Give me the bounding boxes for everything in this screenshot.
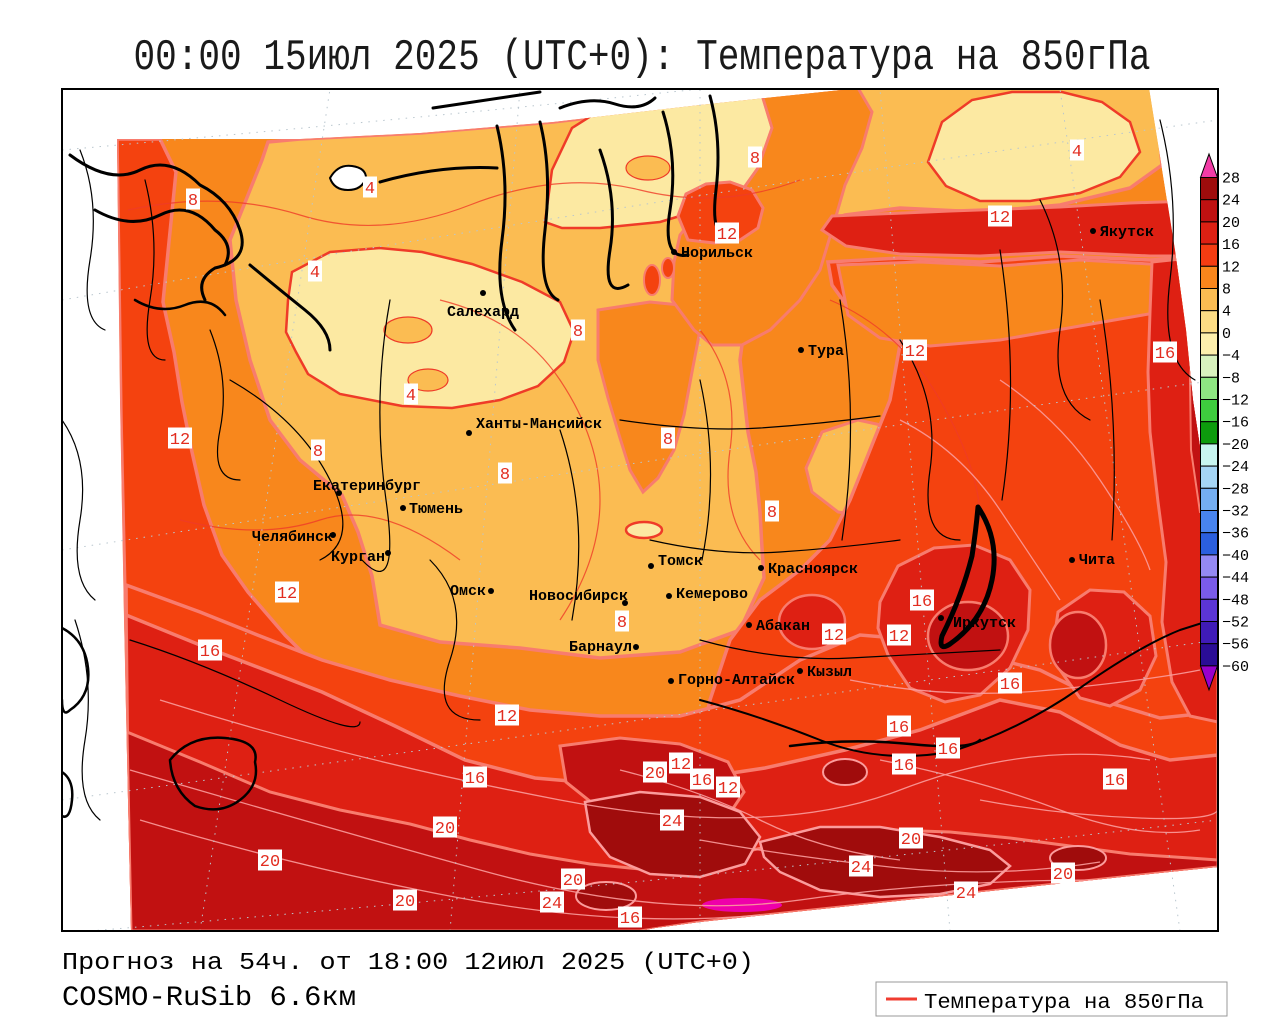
svg-text:−52: −52 (1222, 615, 1249, 632)
svg-text:16: 16 (200, 643, 220, 662)
svg-text:8: 8 (750, 150, 760, 169)
svg-text:Курган: Курган (331, 549, 385, 566)
svg-text:8: 8 (617, 614, 627, 633)
svg-text:12: 12 (717, 226, 737, 245)
svg-text:−32: −32 (1222, 504, 1249, 521)
svg-text:COSMO-RuSib 6.6км: COSMO-RuSib 6.6км (62, 983, 356, 1014)
svg-text:28: 28 (1222, 171, 1240, 188)
svg-text:12: 12 (497, 708, 517, 727)
svg-text:20: 20 (563, 872, 583, 891)
svg-text:8: 8 (573, 323, 583, 342)
svg-text:−40: −40 (1222, 548, 1249, 565)
svg-text:Салехард: Салехард (447, 304, 519, 321)
svg-text:Омск: Омск (450, 583, 486, 600)
svg-text:4: 4 (365, 180, 375, 199)
svg-text:16: 16 (692, 772, 712, 791)
svg-text:12: 12 (824, 627, 844, 646)
svg-text:Новосибирск: Новосибирск (529, 588, 628, 605)
svg-text:16: 16 (889, 719, 909, 738)
svg-text:20: 20 (645, 765, 665, 784)
svg-text:0: 0 (1222, 326, 1231, 343)
svg-text:16: 16 (938, 741, 958, 760)
svg-text:4: 4 (1222, 304, 1231, 321)
svg-text:12: 12 (990, 209, 1010, 228)
svg-text:8: 8 (313, 443, 323, 462)
svg-text:24: 24 (1222, 193, 1240, 210)
svg-text:16: 16 (894, 757, 914, 776)
svg-text:−8: −8 (1222, 370, 1240, 387)
svg-text:12: 12 (170, 431, 190, 450)
svg-text:Барнаул: Барнаул (569, 639, 632, 656)
svg-text:−44: −44 (1222, 570, 1249, 587)
svg-text:20: 20 (1053, 866, 1073, 885)
svg-text:16: 16 (912, 593, 932, 612)
svg-text:Кемерово: Кемерово (676, 586, 748, 603)
svg-text:Норильск: Норильск (681, 245, 753, 262)
svg-text:16: 16 (620, 910, 640, 929)
svg-text:−60: −60 (1222, 659, 1249, 676)
svg-text:16: 16 (1222, 237, 1240, 254)
svg-text:4: 4 (406, 387, 416, 406)
svg-text:Челябинск: Челябинск (252, 529, 333, 546)
svg-text:8: 8 (663, 431, 673, 450)
svg-text:−12: −12 (1222, 393, 1249, 410)
svg-text:Кызыл: Кызыл (807, 664, 852, 681)
svg-text:12: 12 (905, 343, 925, 362)
svg-text:Якутск: Якутск (1100, 224, 1154, 241)
svg-text:20: 20 (435, 820, 455, 839)
svg-text:Иркутск: Иркутск (953, 615, 1016, 632)
svg-text:12: 12 (718, 780, 738, 799)
svg-text:Красноярск: Красноярск (768, 561, 858, 578)
svg-text:20: 20 (901, 831, 921, 850)
svg-text:Ханты-Мансийск: Ханты-Мансийск (476, 416, 602, 433)
svg-text:12: 12 (1222, 259, 1240, 276)
svg-text:8: 8 (767, 504, 777, 523)
svg-text:16: 16 (1155, 345, 1175, 364)
svg-text:20: 20 (395, 893, 415, 912)
svg-text:24: 24 (851, 859, 871, 878)
svg-text:16: 16 (1000, 676, 1020, 695)
svg-text:Екатеринбург: Екатеринбург (313, 478, 421, 495)
svg-text:12: 12 (277, 585, 297, 604)
svg-text:24: 24 (956, 885, 976, 904)
svg-text:Температура на 850гПа: Температура на 850гПа (924, 992, 1204, 1015)
svg-text:20: 20 (1222, 215, 1240, 232)
svg-text:12: 12 (889, 628, 909, 647)
svg-text:Прогноз на 54ч. от 18:00 12июл: Прогноз на 54ч. от 18:00 12июл 2025 (UTC… (62, 950, 754, 977)
svg-text:−28: −28 (1222, 481, 1249, 498)
svg-text:16: 16 (465, 770, 485, 789)
svg-text:20: 20 (260, 853, 280, 872)
svg-text:16: 16 (1105, 772, 1125, 791)
svg-text:−4: −4 (1222, 348, 1240, 365)
svg-text:−16: −16 (1222, 415, 1249, 432)
svg-text:24: 24 (662, 813, 682, 832)
svg-text:8: 8 (1222, 282, 1231, 299)
svg-text:Тура: Тура (808, 343, 844, 360)
svg-text:−20: −20 (1222, 437, 1249, 454)
svg-text:8: 8 (188, 192, 198, 211)
svg-text:−36: −36 (1222, 526, 1249, 543)
svg-text:−48: −48 (1222, 592, 1249, 609)
svg-text:Чита: Чита (1079, 552, 1115, 569)
svg-text:Горно-Алтайск: Горно-Алтайск (678, 672, 795, 689)
svg-text:Абакан: Абакан (756, 618, 810, 635)
svg-text:8: 8 (500, 466, 510, 485)
svg-text:24: 24 (542, 895, 562, 914)
svg-text:−56: −56 (1222, 637, 1249, 654)
svg-text:4: 4 (1072, 143, 1082, 162)
svg-text:00:00 15июл 2025 (UTC+0): Темп: 00:00 15июл 2025 (UTC+0): Температура на… (134, 33, 1151, 83)
svg-text:Томск: Томск (658, 553, 703, 570)
svg-text:12: 12 (671, 756, 691, 775)
svg-text:Тюмень: Тюмень (409, 501, 463, 518)
svg-text:4: 4 (310, 264, 320, 283)
svg-text:−24: −24 (1222, 459, 1249, 476)
